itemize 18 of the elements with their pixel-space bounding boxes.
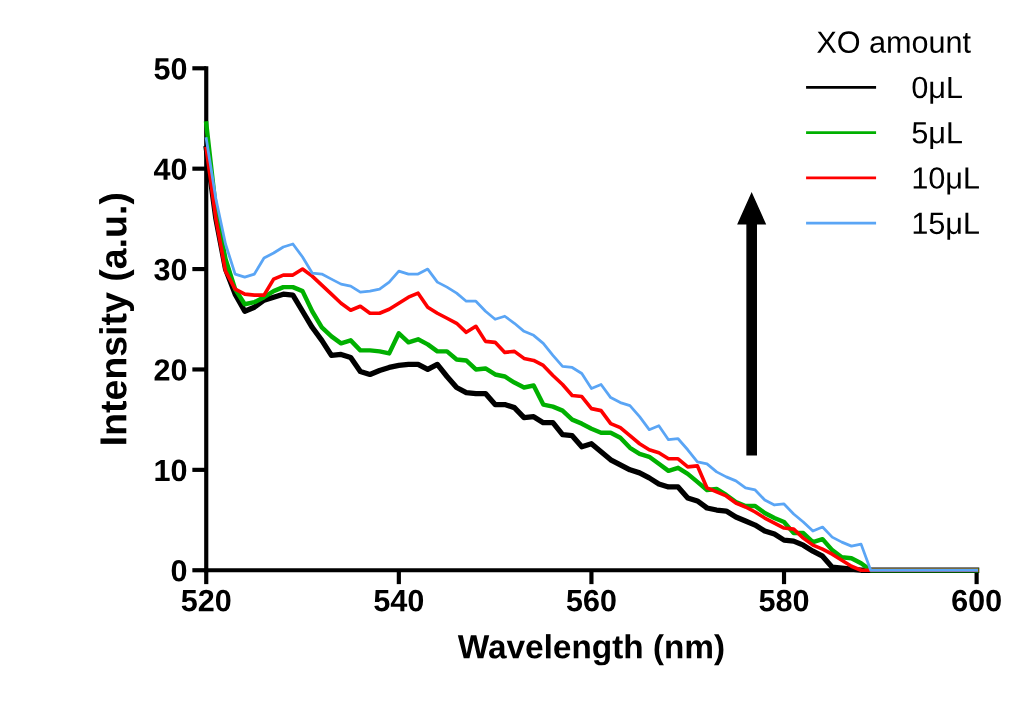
legend-label: 15μL [913,212,979,240]
x-tick-label: 580 [759,589,809,612]
y-tick-label: 30 [154,258,187,281]
legend-label: 0μL [912,76,962,104]
y-tick-label: 20 [154,359,187,381]
x-tick-label: 540 [374,589,424,612]
x-axis-title: Wavelength (nm) [457,634,724,666]
x-tick-label: 520 [181,589,231,612]
y-tick-label: 50 [154,58,187,80]
y-tick-label: 0 [171,559,187,582]
x-tick-label: 600 [952,589,1001,612]
legend-label: 5μL [912,122,962,150]
y-tick-label: 40 [153,158,187,181]
y-tick-label: 10 [155,459,187,482]
y-axis-title: Intensity (a.u.) [99,194,135,444]
x-tick-label: 560 [566,589,616,612]
legend-label: 10μL [913,167,979,195]
legend-title: XO amount [817,31,971,53]
